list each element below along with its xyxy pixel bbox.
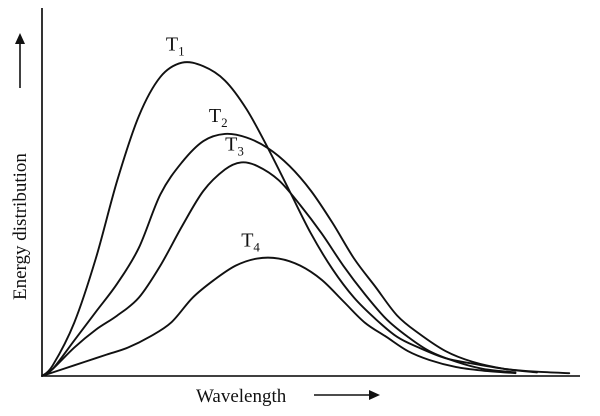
curves — [41, 61, 571, 377]
curve-label-subscript: 4 — [253, 240, 260, 255]
curve-label-subscript: 3 — [237, 143, 244, 158]
curve-label-subscript: 2 — [221, 115, 228, 130]
curve-t4 — [41, 256, 517, 377]
curve-label-t3: T3 — [225, 133, 244, 158]
curve-t3 — [41, 161, 517, 377]
curve-label-t2: T2 — [209, 105, 228, 130]
curve-label-t4: T4 — [241, 230, 260, 255]
curve-label-t1: T1 — [166, 34, 185, 59]
x-axis-arrow-head — [369, 390, 380, 400]
x-axis-title-group: Wavelength — [196, 386, 380, 407]
axes — [41, 8, 580, 377]
curve-label-main: T — [209, 105, 221, 127]
curve-label-main: T — [166, 34, 178, 56]
curve-t1 — [41, 61, 571, 377]
curve-label-main: T — [225, 133, 237, 155]
x-axis-title: Wavelength — [196, 386, 287, 407]
curve-t2 — [41, 132, 538, 377]
curve-label-subscript: 1 — [178, 44, 185, 59]
y-axis-arrow-head — [15, 33, 25, 44]
curve-label-main: T — [241, 230, 253, 252]
y-axis-title-group: Energy distribution — [10, 33, 31, 300]
y-axis-title: Energy distribution — [10, 153, 31, 300]
